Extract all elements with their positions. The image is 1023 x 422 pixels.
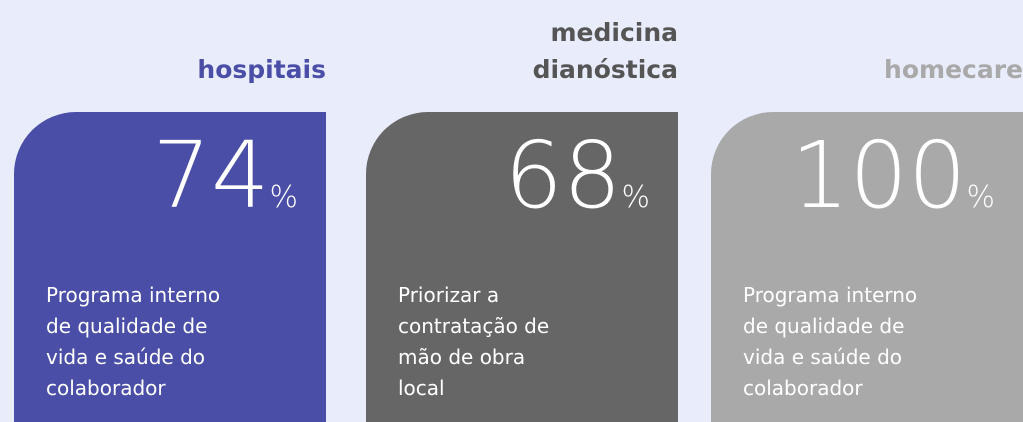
card-title: homecare (711, 51, 1023, 88)
card-title: hospitais (14, 51, 326, 88)
description: Priorizar a contratação de mão de obra loca… (398, 280, 549, 404)
description-line: mão de obra (398, 345, 526, 369)
unit: % (966, 180, 995, 215)
percentage: 74% (152, 126, 298, 248)
description-line: local (398, 376, 445, 400)
description-line: de qualidade de (46, 314, 208, 338)
percentage: 100% (791, 126, 995, 248)
unit: % (621, 180, 650, 215)
description-line: Programa interno (743, 283, 918, 307)
title-line: hospitais (197, 55, 326, 84)
percentage: 68% (504, 126, 650, 248)
description-line: de qualidade de (743, 314, 905, 338)
value: 68 (504, 122, 622, 229)
card-title: medicina dianóstica (366, 14, 678, 88)
unit: % (269, 180, 298, 215)
title-line: homecare (884, 55, 1023, 84)
value: 100 (790, 122, 967, 229)
description-line: colaborador (46, 376, 166, 400)
description: Programa interno de qualidade de vida e sa… (743, 280, 917, 404)
description-line: vida e saúde do (46, 345, 206, 369)
description-line: vida e saúde do (743, 345, 903, 369)
value: 74 (152, 122, 270, 229)
description: Programa interno de qualidade de vida e sa… (46, 280, 220, 404)
card: 100% Programa interno de qualidade de vida … (711, 112, 1023, 422)
description-line: Priorizar a (398, 283, 500, 307)
description-line: colaborador (743, 376, 863, 400)
card: 74% Programa interno de qualidade de vida e… (14, 112, 326, 422)
description-line: Programa interno (46, 283, 221, 307)
title-line: medicina (550, 18, 678, 47)
card: 68% Priorizar a contratação de mão de obra l… (366, 112, 678, 422)
description-line: contratação de (398, 314, 550, 338)
title-line: dianóstica (532, 55, 678, 84)
